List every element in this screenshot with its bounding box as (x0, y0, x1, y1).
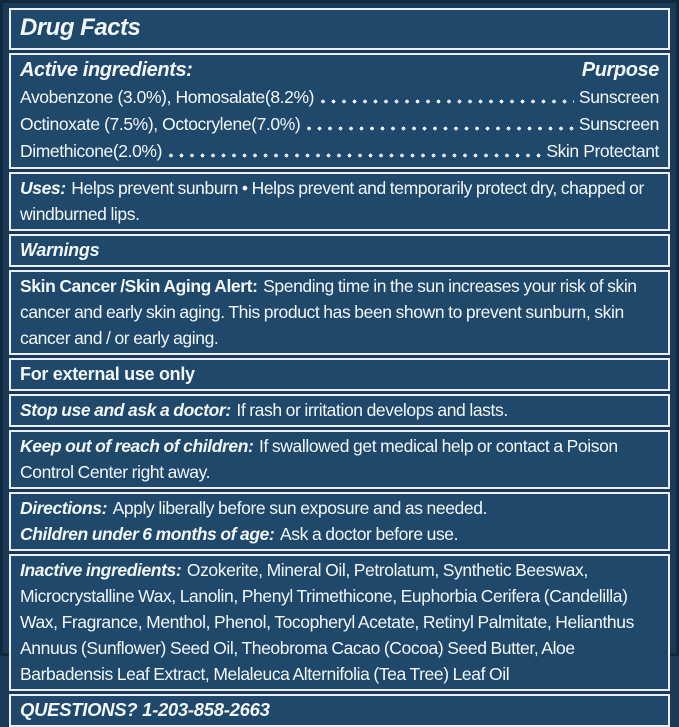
drug-facts-title: Drug Facts (20, 14, 141, 41)
children-under-6-label: Children under 6 months of age: (20, 524, 275, 544)
keep-out-text: If swallowed get medical help or contact… (20, 436, 618, 482)
ingredient-purpose: Sunscreen (578, 114, 659, 134)
ingredient-name: Dimethicone(2.0%) (20, 141, 163, 161)
uses-section: Uses: Helps prevent sunburn • Helps preve… (9, 172, 670, 231)
uses-label: Uses: (20, 178, 66, 198)
drug-facts-label: Drug Facts Active ingredients: Purpose A… (9, 8, 670, 727)
directions-paragraph: Directions: Apply liberally before sun ex… (20, 495, 659, 521)
keep-out-paragraph: Keep out of reach of children: If swallow… (20, 433, 659, 485)
dot-leader (319, 97, 574, 106)
external-use-heading: For external use only (20, 364, 195, 384)
ingredient-name: Octinoxate (7.5%), Octocrylene(7.0%) (20, 114, 301, 134)
skin-alert-section: Skin Cancer /Skin Aging Alert: Spending t… (9, 270, 670, 355)
warnings-section: Warnings (9, 234, 670, 267)
skin-alert-label: Skin Cancer /Skin Aging Alert: (20, 276, 258, 296)
active-ingredients-heading: Active ingredients: (20, 59, 193, 81)
inactive-ingredients-paragraph: Inactive ingredients: Ozokerite, Mineral … (20, 557, 659, 687)
directions-section: Directions: Apply liberally before sun ex… (9, 492, 670, 551)
drug-facts-title-section: Drug Facts (9, 8, 670, 50)
inactive-ingredients-section: Inactive ingredients: Ozokerite, Mineral … (9, 554, 670, 691)
external-use-section: For external use only (9, 358, 670, 391)
active-ingredients-header: Active ingredients: Purpose (20, 56, 659, 84)
children-under-6-paragraph: Children under 6 months of age: Ask a doc… (20, 521, 659, 547)
stop-use-section: Stop use and ask a doctor: If rash or irr… (9, 394, 670, 427)
purpose-heading: Purpose (581, 59, 660, 81)
ingredient-name: Avobenzone (3.0%), Homosalate(8.2%) (20, 87, 315, 107)
stop-use-text: If rash or irritation develops and lasts… (236, 400, 508, 420)
skin-alert-text: Spending time in the sun increases your … (20, 276, 637, 348)
ingredient-row: Octinoxate (7.5%), Octocrylene(7.0%) Sun… (20, 111, 659, 138)
ingredient-row: Avobenzone (3.0%), Homosalate(8.2%) Suns… (20, 84, 659, 111)
ingredient-purpose: Sunscreen (578, 87, 659, 107)
dot-leader (305, 124, 574, 133)
questions-phone: QUESTIONS? 1-203-858-2663 (20, 699, 270, 720)
dot-leader (167, 151, 542, 160)
questions-section: QUESTIONS? 1-203-858-2663 (9, 694, 670, 727)
keep-out-section: Keep out of reach of children: If swallow… (9, 430, 670, 489)
inactive-ingredients-label: Inactive ingredients: (20, 560, 182, 580)
ingredient-row: Dimethicone(2.0%) Skin Protectant (20, 138, 659, 165)
uses-paragraph: Uses: Helps prevent sunburn • Helps preve… (20, 175, 659, 227)
uses-text: Helps prevent sunburn • Helps prevent an… (20, 178, 644, 224)
ingredient-purpose: Skin Protectant (546, 141, 659, 161)
directions-label: Directions: (20, 498, 108, 518)
directions-text: Apply liberally before sun exposure and … (112, 498, 488, 518)
active-ingredients-section: Active ingredients: Purpose Avobenzone (… (9, 53, 670, 169)
stop-use-label: Stop use and ask a doctor: (20, 400, 231, 420)
stop-use-paragraph: Stop use and ask a doctor: If rash or irr… (20, 397, 659, 423)
children-under-6-text: Ask a doctor before use. (280, 524, 459, 544)
warnings-heading: Warnings (20, 240, 100, 260)
keep-out-label: Keep out of reach of children: (20, 436, 254, 456)
skin-alert-paragraph: Skin Cancer /Skin Aging Alert: Spending t… (20, 273, 659, 351)
